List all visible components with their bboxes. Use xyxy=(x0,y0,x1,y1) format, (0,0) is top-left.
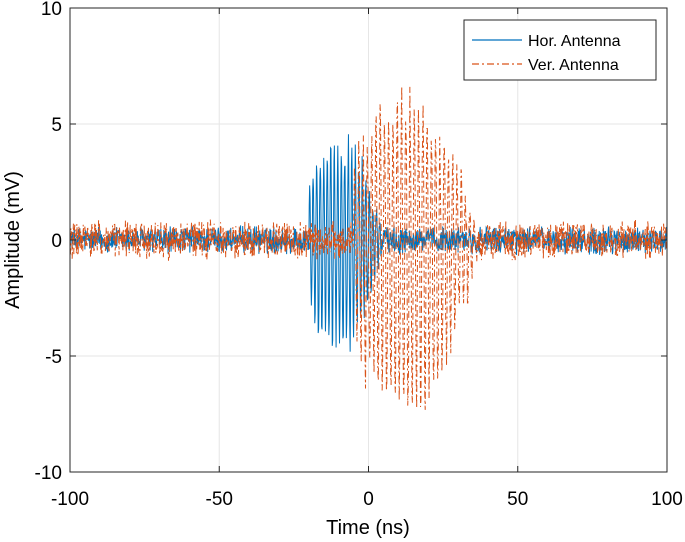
x-tick-label: -100 xyxy=(51,489,89,510)
y-tick-label: 10 xyxy=(41,0,62,20)
y-tick-label: -5 xyxy=(45,347,62,368)
y-axis-label: Amplitude (mV) xyxy=(2,171,24,309)
y-tick-label: 0 xyxy=(51,231,62,252)
series-layer xyxy=(69,86,668,410)
legend-box xyxy=(463,19,657,81)
y-tick-label: 5 xyxy=(51,115,62,136)
x-tick-label: 100 xyxy=(651,489,683,510)
legend-label-ver-antenna: Ver. Antenna xyxy=(528,57,619,74)
y-tick-label: -10 xyxy=(35,463,62,484)
series-line-ver-antenna xyxy=(69,86,668,410)
legend-label-hor-antenna: Hor. Antenna xyxy=(528,33,621,50)
legend: Hor. Antenna Ver. Antenna xyxy=(463,19,657,81)
x-tick-label: 0 xyxy=(363,489,374,510)
x-axis-label: Time (ns) xyxy=(326,517,410,539)
x-tick-label: -50 xyxy=(206,489,233,510)
x-tick-label: 50 xyxy=(507,489,528,510)
